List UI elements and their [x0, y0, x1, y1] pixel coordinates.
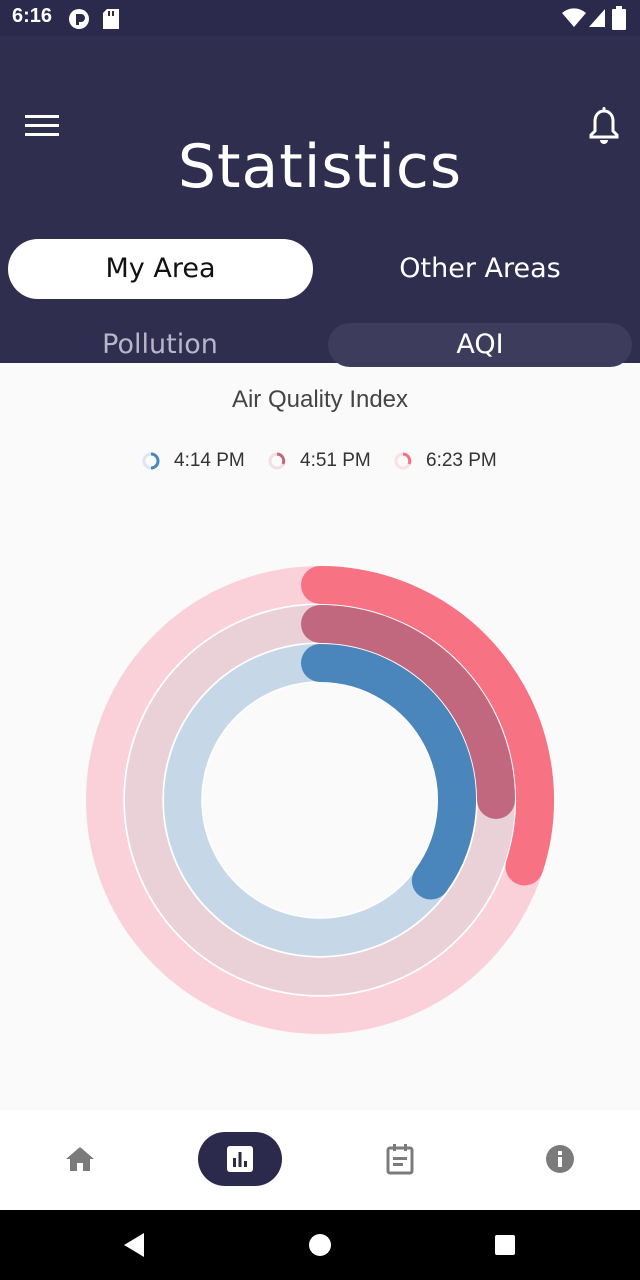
- home-icon: [66, 1147, 94, 1171]
- legend-ring-icon-2: [268, 452, 286, 470]
- ring-bar-1: [301, 566, 554, 886]
- menu-icon[interactable]: [24, 112, 60, 140]
- bar-chart-icon: [227, 1146, 253, 1172]
- wifi-icon: [562, 8, 586, 27]
- nav-statistics[interactable]: [198, 1132, 282, 1186]
- system-nav-bar: [0, 1210, 640, 1280]
- home-circle-icon[interactable]: [308, 1233, 332, 1257]
- tab-aqi[interactable]: AQI: [328, 323, 632, 367]
- aqi-radial-chart: [86, 566, 554, 1034]
- page-title: Statistics: [177, 132, 463, 202]
- info-icon: [546, 1145, 574, 1173]
- ring-bar-2: [301, 605, 515, 819]
- legend-item-1: 4:14 PM: [140, 448, 245, 474]
- legend-ring-icon-3: [394, 452, 412, 470]
- recents-icon[interactable]: [494, 1234, 516, 1256]
- nav-home[interactable]: [38, 1132, 122, 1186]
- pocket-casts-icon: [69, 9, 89, 29]
- status-time: 6:16: [12, 5, 53, 27]
- tab-other-areas[interactable]: Other Areas: [399, 253, 561, 284]
- tab-my-area[interactable]: My Area: [8, 239, 313, 299]
- legend-label-3: 6:23 PM: [426, 450, 497, 471]
- legend-label-1: 4:14 PM: [174, 450, 245, 471]
- calendar-icon: [386, 1144, 414, 1175]
- legend-ring-icon-1: [142, 452, 160, 470]
- ring-bar-3: [301, 644, 476, 900]
- legend-item-3: 6:23 PM: [392, 448, 497, 474]
- header: Statistics My Area Other Areas Pollution…: [0, 36, 640, 367]
- notification-bell-icon[interactable]: [586, 106, 622, 146]
- back-icon[interactable]: [122, 1232, 146, 1258]
- status-bar: 6:16: [0, 0, 640, 36]
- legend-label-2: 4:51 PM: [300, 450, 371, 471]
- sd-card-icon: [103, 9, 119, 29]
- nav-calendar[interactable]: [358, 1132, 442, 1186]
- bottom-nav: [0, 1110, 640, 1210]
- chart-title: Air Quality Index: [231, 386, 409, 413]
- battery-icon: [612, 6, 626, 30]
- signal-icon: [589, 9, 605, 27]
- legend-item-2: 4:51 PM: [266, 448, 371, 474]
- ring-separator-3: [201, 681, 439, 919]
- nav-info[interactable]: [518, 1132, 602, 1186]
- tab-pollution[interactable]: Pollution: [102, 329, 218, 360]
